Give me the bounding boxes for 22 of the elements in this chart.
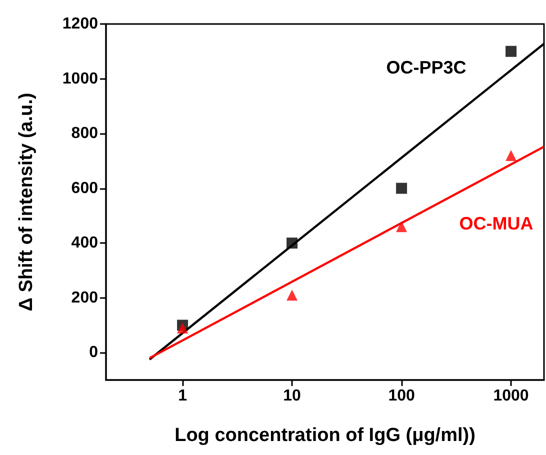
y-tick-label: 600 bbox=[71, 180, 98, 197]
point bbox=[286, 238, 298, 249]
y-tick-label: 1200 bbox=[62, 16, 98, 32]
x-tick-label: 1000 bbox=[493, 388, 529, 404]
point bbox=[286, 290, 298, 301]
text: OC-MUA bbox=[459, 213, 534, 234]
x-tick-label: 10 bbox=[283, 388, 302, 404]
x-tick-label: 1 bbox=[178, 388, 188, 404]
y-tick-label: 400 bbox=[71, 234, 98, 252]
y-axis-title: Δ Shift of intensity (a.u.) bbox=[16, 92, 37, 312]
y-tick-label: 800 bbox=[71, 125, 98, 142]
point bbox=[506, 46, 517, 57]
y-tick-label: 200 bbox=[71, 289, 98, 306]
y-tick-label: 0 bbox=[89, 344, 98, 362]
point bbox=[506, 150, 517, 161]
text: OC-PP3C bbox=[386, 57, 466, 78]
point bbox=[396, 221, 408, 232]
y-tick-label: 1000 bbox=[62, 70, 98, 88]
point bbox=[396, 182, 408, 194]
point bbox=[177, 322, 188, 334]
x-axis-title: Log concentration of IgG (μg/ml)) bbox=[174, 425, 476, 446]
x-tick-label: 100 bbox=[388, 388, 415, 404]
